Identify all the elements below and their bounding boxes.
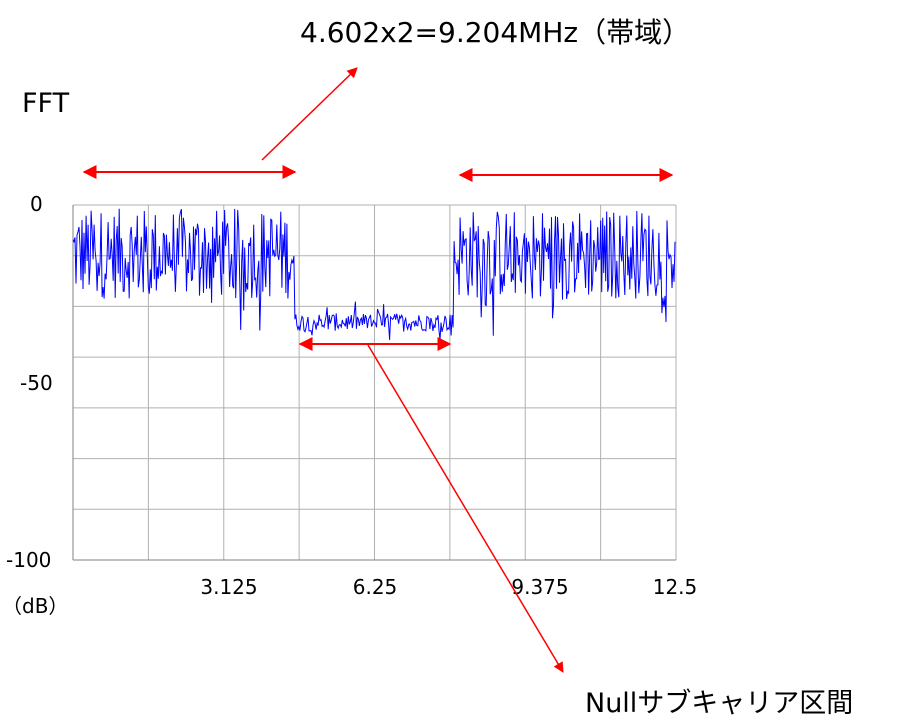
x-tick-label-125: 12.5 — [653, 575, 698, 599]
series-layer — [72, 208, 676, 341]
spectrum-series-line — [72, 208, 676, 341]
x-tick-label-3125: 3.125 — [200, 575, 257, 599]
bandwidth-annotation: 4.602x2=9.204MHz（帯域） — [300, 16, 690, 49]
annotation-arrows — [82, 67, 674, 673]
null-pointer-arrow — [367, 344, 564, 673]
fft-label: FFT — [22, 88, 70, 119]
y-unit-label: （dB） — [2, 594, 68, 618]
x-tick-label-625: 6.25 — [353, 575, 398, 599]
x-tick-label-9375: 9.375 — [511, 575, 568, 599]
y-tick-label-neg50: -50 — [20, 371, 53, 395]
plot-area — [72, 204, 677, 561]
y-tick-label-neg100: -100 — [6, 548, 51, 572]
grid-lines — [73, 204, 677, 560]
null-subcarrier-label: Nullサブキャリア区間 — [585, 688, 853, 719]
bandwidth-pointer-arrow — [261, 67, 358, 161]
y-tick-label-0: 0 — [30, 192, 43, 216]
